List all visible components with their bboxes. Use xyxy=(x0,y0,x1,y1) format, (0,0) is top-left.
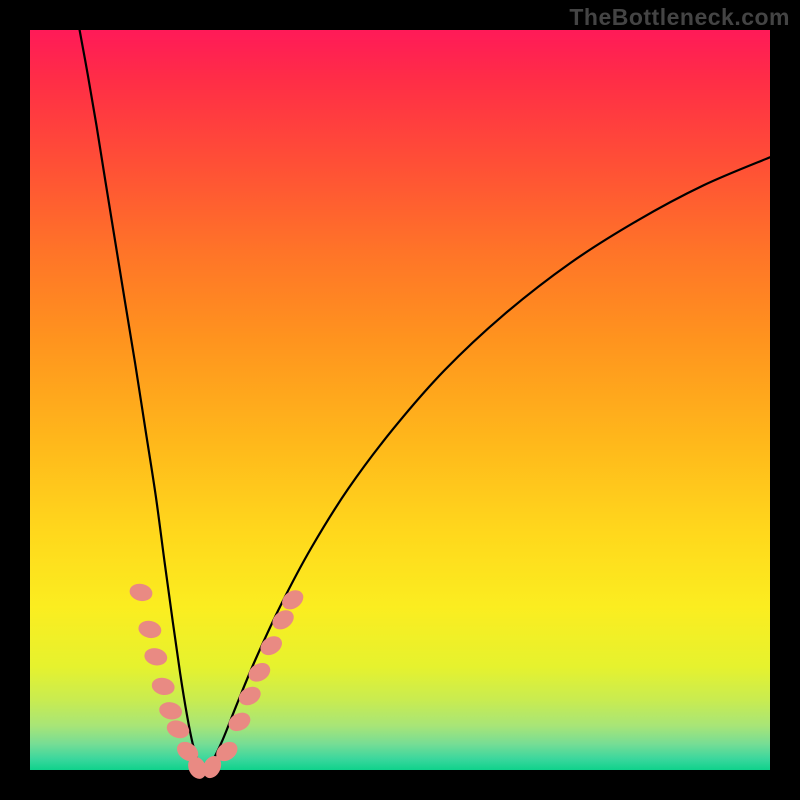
curve-marker xyxy=(158,701,183,721)
curve-marker xyxy=(151,676,176,696)
curve-left-branch xyxy=(80,30,204,770)
curve-marker xyxy=(279,587,306,613)
chart-container: TheBottleneck.com xyxy=(0,0,800,800)
curve-marker xyxy=(246,660,273,685)
bottleneck-curve-svg xyxy=(0,0,800,800)
curve-right-branch xyxy=(203,157,770,770)
curve-marker xyxy=(129,582,154,602)
curve-right-path xyxy=(203,157,770,770)
curve-marker xyxy=(226,710,253,734)
curve-marker xyxy=(269,607,296,633)
curve-marker xyxy=(258,633,285,658)
curve-marker xyxy=(236,684,263,708)
curve-marker xyxy=(137,619,162,639)
watermark-text: TheBottleneck.com xyxy=(569,4,790,31)
curve-left-path xyxy=(80,30,204,770)
curve-markers xyxy=(129,582,307,781)
curve-marker xyxy=(143,647,168,667)
